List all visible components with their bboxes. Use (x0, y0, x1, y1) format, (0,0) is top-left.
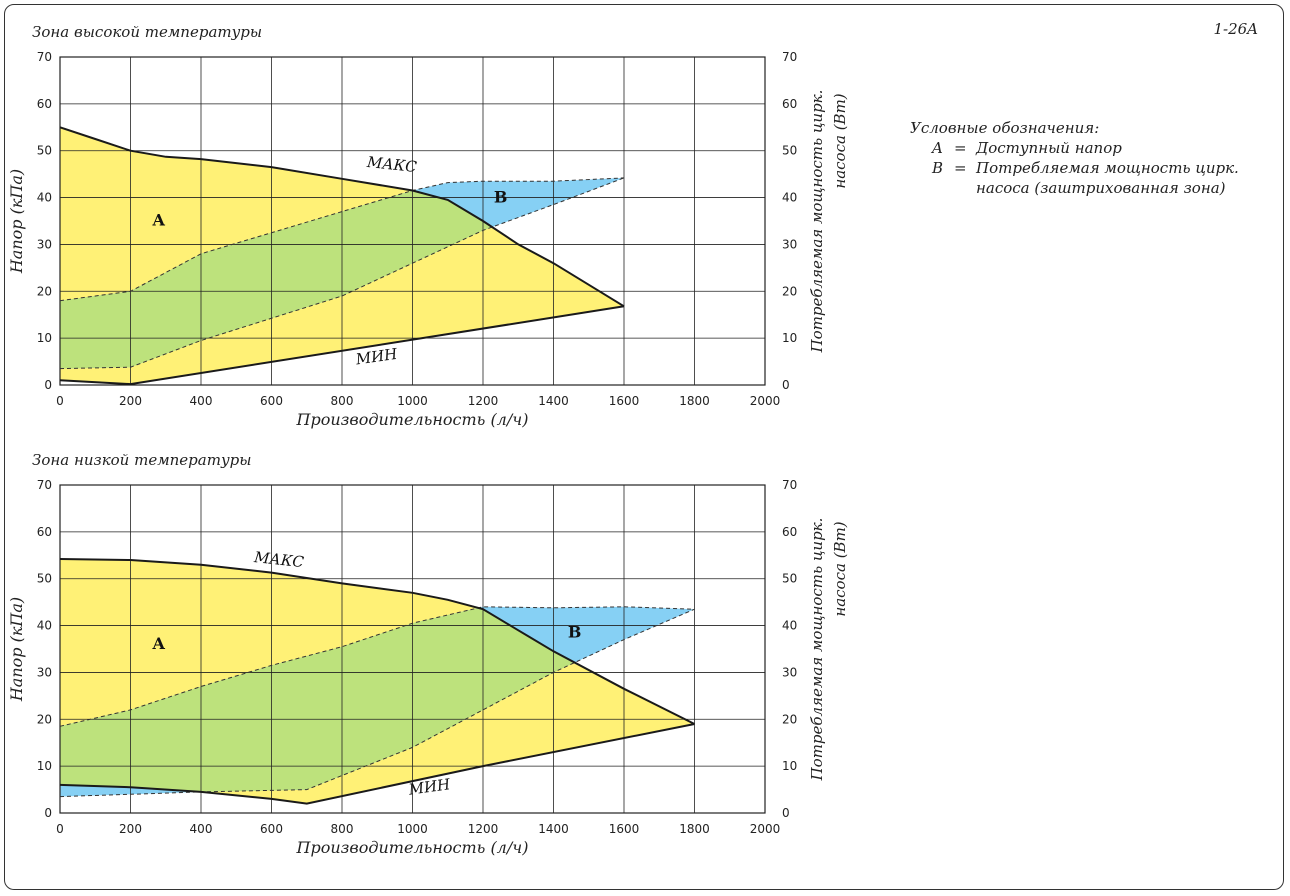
y-tick-label: 0 (44, 378, 52, 392)
label-max-curve: МАКС (365, 153, 418, 176)
y2-tick-label: 0 (782, 378, 790, 392)
legend-text-b: Потребляемая мощность цирк. насоса (зашт… (976, 159, 1239, 197)
y-tick-label: 30 (37, 665, 52, 679)
y-tick-label: 50 (37, 144, 52, 158)
y-tick-label: 70 (37, 50, 52, 64)
x-tick-label: 0 (56, 394, 64, 408)
x-axis-label: Производительность (л/ч) (296, 838, 529, 857)
x-tick-label: 800 (331, 394, 354, 408)
x-tick-label: 1200 (468, 822, 499, 836)
y-tick-label: 20 (37, 284, 52, 298)
x-tick-label: 0 (56, 822, 64, 836)
chart-title: Зона высокой температуры (32, 23, 262, 41)
x-tick-label: 200 (119, 822, 142, 836)
chart-high-temp: 0 200 400 600 800 1000 1200 1400 1600 1800 2000010… (7, 23, 849, 429)
x-tick-label: 1000 (397, 394, 428, 408)
legend-key-b: B (932, 159, 944, 177)
legend-eq-a: = (954, 139, 967, 157)
min-curve (59, 305, 625, 386)
label-band-b: B (494, 187, 508, 206)
band-lower-line (59, 608, 695, 798)
y2-tick-label: 20 (782, 712, 797, 726)
label-area-a: A (151, 211, 165, 230)
x-tick-label: 1200 (468, 394, 499, 408)
y-tick-label: 20 (37, 712, 52, 726)
y2-tick-label: 30 (782, 237, 797, 251)
y2-tick-label: 50 (782, 144, 797, 158)
y2-axis-label-line1: Потребляемая мощность цирк. (808, 518, 826, 782)
x-tick-label: 1800 (679, 394, 710, 408)
y2-tick-label: 40 (782, 619, 797, 633)
max-curve (59, 126, 625, 308)
plot-border (59, 56, 766, 386)
y2-tick-label: 40 (782, 191, 797, 205)
y2-axis-label-line2: насоса (Вт) (831, 521, 849, 616)
y2-tick-label: 10 (782, 759, 797, 773)
figure-frame (4, 4, 1284, 890)
x-tick-label: 1600 (609, 394, 640, 408)
y-tick-label: 40 (37, 619, 52, 633)
label-band-b: B (568, 622, 582, 641)
overlap-fill (60, 190, 491, 369)
x-tick-label: 400 (190, 394, 213, 408)
chart-title: Зона низкой температуры (32, 451, 251, 469)
x-tick-label: 1400 (538, 822, 569, 836)
band-upper-line (59, 177, 625, 302)
y2-tick-label: 10 (782, 331, 797, 345)
legend: Условные обозначения: A = Доступный напо… (910, 118, 1270, 198)
y2-axis-label-line1: Потребляемая мощность цирк. (808, 90, 826, 354)
y2-tick-label: 0 (782, 806, 790, 820)
x-tick-label: 1800 (679, 822, 710, 836)
label-min-curve: МИН (407, 775, 453, 799)
y-tick-label: 70 (37, 478, 52, 492)
label-area-a: A (151, 634, 165, 653)
x-tick-label: 1000 (397, 822, 428, 836)
x-tick-label: 400 (190, 822, 213, 836)
y2-tick-label: 60 (782, 525, 797, 539)
y-tick-label: 0 (44, 806, 52, 820)
y2-tick-label: 70 (782, 50, 797, 64)
y2-tick-label: 20 (782, 284, 797, 298)
y-tick-label: 10 (37, 331, 52, 345)
x-axis-label: Производительность (л/ч) (296, 410, 529, 429)
legend-item-b: B = Потребляемая мощность цирк. насоса (… (910, 158, 1270, 198)
x-tick-label: 2000 (750, 822, 781, 836)
figure-code: 1-26A (1213, 20, 1258, 38)
x-tick-label: 200 (119, 394, 142, 408)
x-tick-label: 2000 (750, 394, 781, 408)
x-tick-label: 1400 (538, 394, 569, 408)
legend-eq-b: = (954, 159, 967, 177)
y2-tick-label: 50 (782, 572, 797, 586)
legend-item-a: A = Доступный напор (910, 138, 1270, 158)
y-tick-label: 60 (37, 97, 52, 111)
x-tick-label: 600 (260, 822, 283, 836)
label-max-curve: МАКС (252, 548, 305, 571)
chart-low-temp: 0 200 400 600 800 1000 1200 1400 1600 1800 2000010… (7, 451, 849, 857)
band-upper-line (59, 606, 695, 727)
x-tick-label: 600 (260, 394, 283, 408)
y-axis-label: Напор (кПа) (7, 169, 26, 274)
legend-key-a: A (932, 139, 943, 157)
y-tick-label: 10 (37, 759, 52, 773)
legend-title: Условные обозначения: (910, 119, 1100, 137)
y-tick-label: 40 (37, 191, 52, 205)
y-tick-label: 30 (37, 237, 52, 251)
y2-axis-label-line2: насоса (Вт) (831, 93, 849, 188)
label-min-curve: МИН (354, 345, 400, 369)
overlap-fill (60, 608, 575, 792)
band-lower-line (59, 177, 625, 370)
x-tick-label: 800 (331, 822, 354, 836)
y2-tick-label: 70 (782, 478, 797, 492)
max-curve (59, 558, 695, 725)
y2-tick-label: 60 (782, 97, 797, 111)
y-tick-label: 50 (37, 572, 52, 586)
plot-border (59, 484, 766, 814)
y2-tick-label: 30 (782, 665, 797, 679)
y-tick-label: 60 (37, 525, 52, 539)
legend-text-a: Доступный напор (976, 139, 1122, 157)
min-curve (59, 723, 695, 805)
x-tick-label: 1600 (609, 822, 640, 836)
y-axis-label: Напор (кПа) (7, 597, 26, 702)
